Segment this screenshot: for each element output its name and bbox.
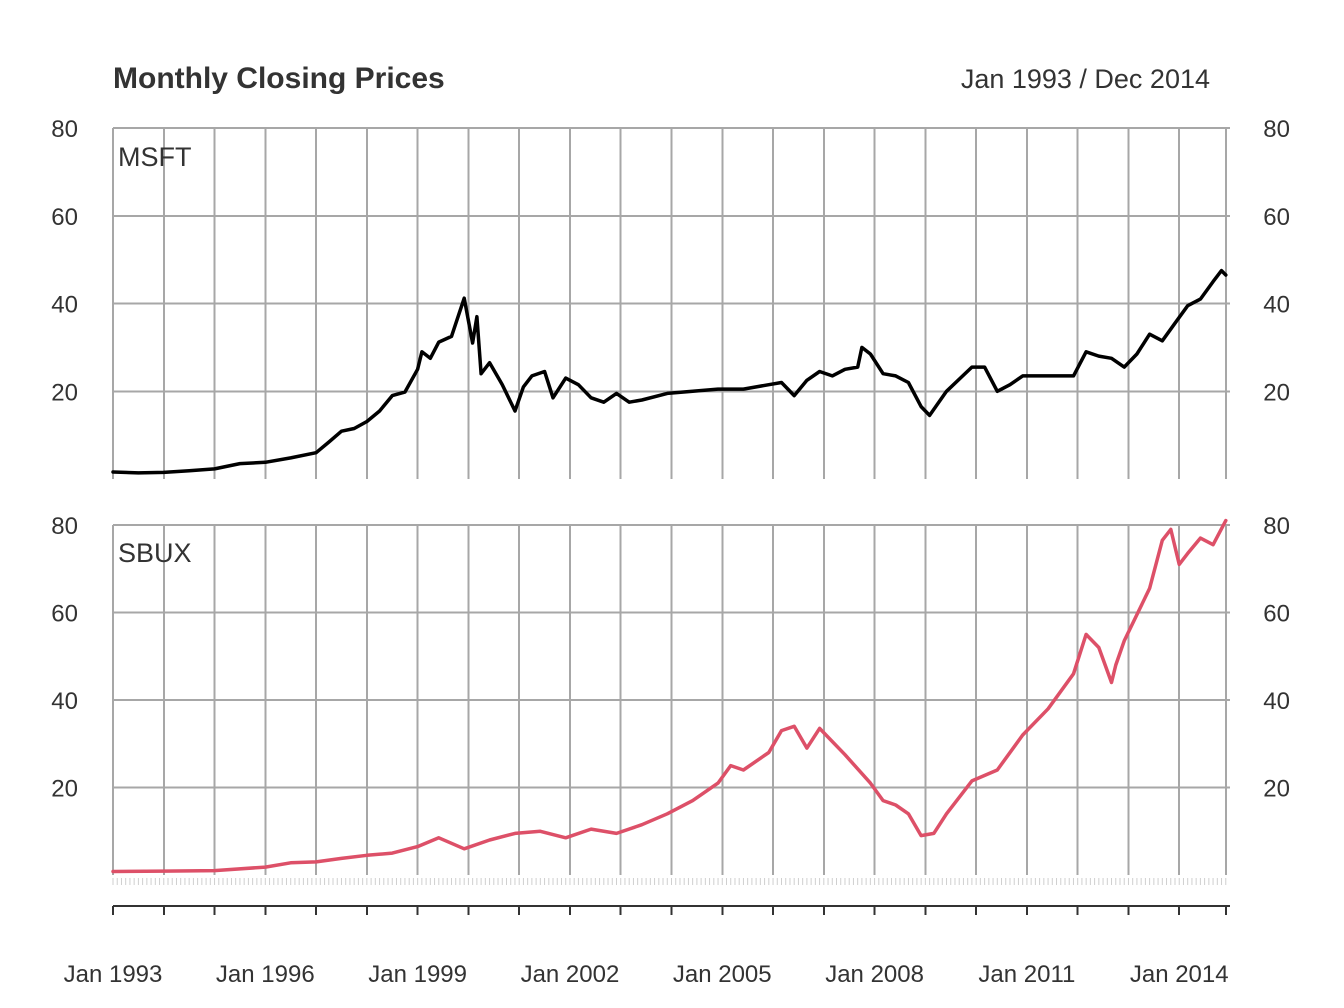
msft-ytick-right-80: 80 — [1263, 116, 1290, 143]
x-tick-label-2008: Jan 2008 — [825, 961, 924, 988]
msft-line — [111, 268, 1228, 475]
x-minor-band — [112, 878, 1227, 885]
x-tick-label-1996: Jan 1996 — [216, 961, 315, 988]
sbux-ytick-right-60: 60 — [1263, 601, 1290, 628]
chart-date-range: Jan 1993 / Dec 2014 — [961, 64, 1210, 94]
x-tick-label-1999: Jan 1999 — [368, 961, 467, 988]
msft-ytick-left-80: 80 — [51, 116, 78, 143]
x-tick-label-2005: Jan 2005 — [673, 961, 772, 988]
sbux-ytick-left-20: 20 — [51, 776, 78, 803]
sbux-ytick-right-40: 40 — [1263, 688, 1290, 715]
msft-ytick-left-60: 60 — [51, 204, 78, 231]
chart-title: Monthly Closing Prices — [113, 62, 445, 95]
x-tick-label-2011: Jan 2011 — [978, 961, 1075, 988]
msft-ytick-left-40: 40 — [51, 292, 78, 319]
msft-ytick-right-20: 20 — [1263, 379, 1290, 406]
x-tick-label-2002: Jan 2002 — [521, 961, 620, 988]
sbux-ytick-left-80: 80 — [51, 513, 78, 540]
x-axis: Jan 1993 Jan 1996 Jan 1999 Jan 2002 Jan 2005… — [64, 905, 1230, 988]
sbux-panel: 20 20 40 40 60 60 80 80 SBUX — [51, 513, 1290, 875]
msft-ytick-right-60: 60 — [1263, 204, 1290, 231]
msft-ytick-right-40: 40 — [1263, 292, 1290, 319]
msft-series-label: MSFT — [118, 142, 192, 172]
sbux-series-label: SBUX — [118, 538, 192, 568]
sbux-ytick-right-80: 80 — [1263, 513, 1290, 540]
x-tick-label-2014: Jan 2014 — [1130, 961, 1229, 988]
x-tick-label-1993: Jan 1993 — [64, 961, 163, 988]
sbux-line — [111, 518, 1228, 874]
sbux-ytick-left-60: 60 — [51, 601, 78, 628]
sbux-ytick-left-40: 40 — [51, 688, 78, 715]
msft-ytick-left-20: 20 — [51, 379, 78, 406]
msft-panel: 20 20 40 40 60 60 80 80 MSFT — [51, 116, 1290, 479]
sbux-ytick-right-20: 20 — [1263, 776, 1290, 803]
chart-layer: 20 20 40 40 60 60 80 80 MSFT 20 20 40 40 60 60 80 80 SBUX… — [51, 116, 1290, 988]
